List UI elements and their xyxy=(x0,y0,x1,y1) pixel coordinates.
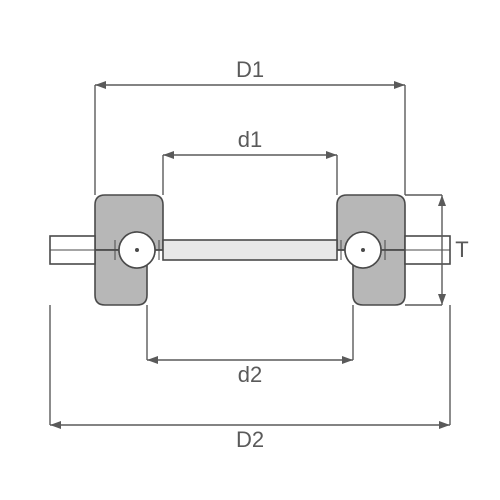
label-D1: D1 xyxy=(236,57,264,83)
label-d2: d2 xyxy=(238,362,262,388)
label-T: T xyxy=(455,237,468,263)
label-d1: d1 xyxy=(238,127,262,153)
label-D2: D2 xyxy=(236,427,264,453)
bearing-diagram: D1 d1 d2 D2 T xyxy=(0,0,500,500)
